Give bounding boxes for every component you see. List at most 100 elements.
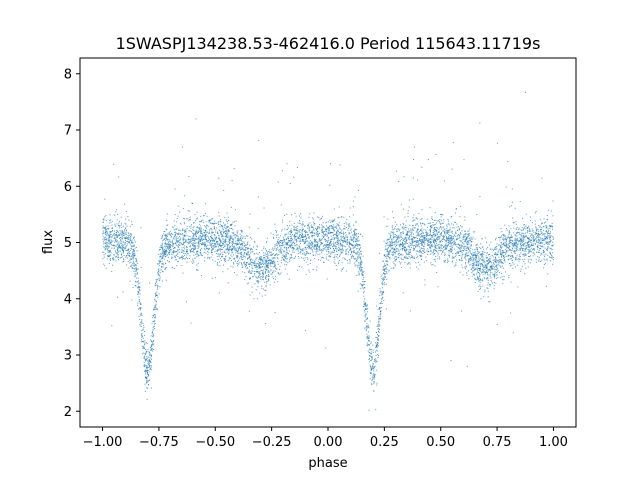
data-point [520, 238, 522, 240]
data-point [197, 254, 199, 256]
data-point [183, 245, 185, 247]
data-point [461, 310, 463, 312]
data-point [373, 390, 375, 392]
data-point [486, 260, 488, 262]
data-point [364, 327, 366, 329]
data-point [488, 270, 490, 272]
data-point [366, 344, 368, 346]
data-point [419, 238, 421, 240]
data-point [106, 232, 108, 234]
data-point [479, 287, 481, 289]
data-point [159, 269, 161, 271]
data-point [326, 243, 328, 245]
data-point [102, 227, 104, 229]
data-point [420, 223, 422, 225]
data-point [354, 265, 356, 267]
data-point [192, 258, 194, 260]
data-point [355, 233, 357, 235]
data-point [435, 227, 437, 229]
data-point [516, 246, 518, 248]
data-point [204, 239, 206, 241]
data-point [185, 218, 187, 220]
data-point [201, 233, 203, 235]
data-point [156, 284, 158, 286]
data-point [369, 320, 371, 322]
data-point [256, 266, 258, 268]
data-point [473, 259, 475, 261]
data-point [182, 237, 184, 239]
data-point [299, 243, 301, 245]
data-point [219, 261, 221, 263]
data-point [298, 236, 300, 238]
data-point [311, 248, 313, 250]
data-point [516, 238, 518, 240]
data-point [457, 247, 459, 249]
data-point [103, 237, 105, 239]
data-point [525, 228, 527, 230]
data-point [368, 359, 370, 361]
data-point [124, 223, 126, 225]
data-point [505, 252, 507, 254]
data-point [197, 242, 199, 244]
data-point [443, 261, 445, 263]
data-point [211, 245, 213, 247]
data-point [175, 251, 177, 253]
data-point [139, 321, 141, 323]
data-point [395, 235, 397, 237]
data-point [550, 253, 552, 255]
data-point [436, 272, 438, 274]
data-point [491, 268, 493, 270]
data-point [535, 226, 537, 228]
data-point [284, 268, 286, 270]
data-point [264, 262, 266, 264]
data-point [467, 235, 469, 237]
data-point [507, 235, 509, 237]
data-point [300, 236, 302, 238]
data-point [169, 244, 171, 246]
data-point [304, 231, 306, 233]
data-point [378, 327, 380, 329]
data-point [345, 227, 347, 229]
data-point [312, 217, 314, 219]
data-point [403, 208, 405, 210]
data-point [386, 263, 388, 265]
data-point [443, 260, 445, 262]
data-point [470, 263, 472, 265]
data-point [548, 230, 550, 232]
data-point [511, 188, 513, 190]
data-point [198, 231, 200, 233]
data-point [184, 234, 186, 236]
data-point [131, 241, 133, 243]
data-point [200, 254, 202, 256]
data-point [237, 239, 239, 241]
data-point [248, 257, 250, 259]
data-point [169, 251, 171, 253]
data-point [141, 322, 143, 324]
data-point [451, 236, 453, 238]
data-point [162, 248, 164, 250]
data-point [174, 214, 176, 216]
data-point [489, 260, 491, 262]
data-point [468, 278, 470, 280]
data-point [171, 251, 173, 253]
data-point [164, 245, 166, 247]
data-point [176, 221, 178, 223]
data-point [241, 239, 243, 241]
data-point [281, 252, 283, 254]
data-point [174, 247, 176, 249]
data-point [161, 236, 163, 238]
data-point [279, 250, 281, 252]
data-point [370, 355, 372, 357]
data-point [108, 237, 110, 239]
data-point [422, 253, 424, 255]
data-point [503, 259, 505, 261]
data-point [179, 243, 181, 245]
data-point [551, 223, 553, 225]
data-point [323, 238, 325, 240]
data-point [511, 255, 513, 257]
data-point [144, 383, 146, 385]
data-point [200, 241, 202, 243]
data-point [135, 281, 137, 283]
data-point [182, 238, 184, 240]
data-point [266, 262, 268, 264]
